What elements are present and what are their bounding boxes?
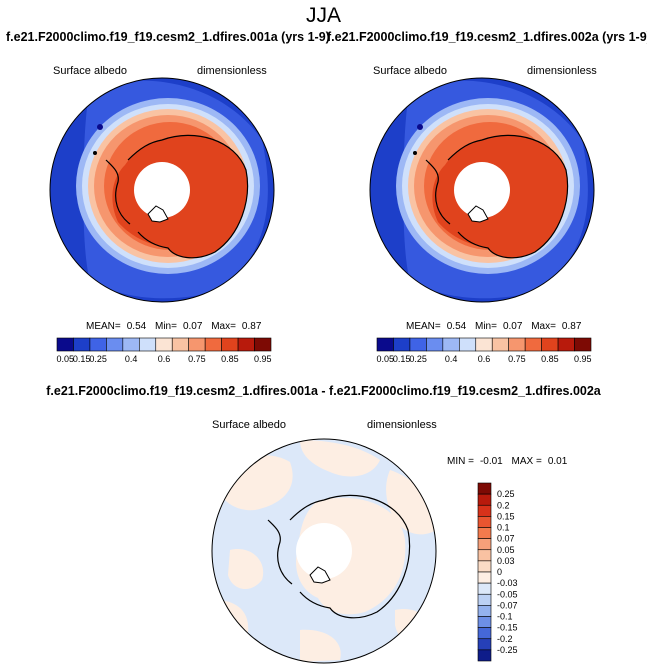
left-min-value: 0.07: [182, 321, 203, 332]
difference-min-label: MIN =: [447, 456, 474, 467]
left-mean-value: 0.54: [126, 321, 147, 332]
right-variable-label: Surface albedo: [373, 65, 447, 77]
right-min-value: 0.07: [502, 321, 523, 332]
difference-colorbar-swatch: [477, 493, 492, 506]
right-max-label: Max=: [531, 321, 556, 332]
difference-colorbar-swatch: [477, 504, 492, 517]
difference-units-label: dimensionless: [367, 419, 437, 431]
left-mean-label: MEAN=: [86, 321, 121, 332]
left-panel-title: f.e21.F2000climo.f19_f19.cesm2_1.dfires.…: [6, 30, 330, 44]
difference-colorbar-tick-label: -0.2: [497, 634, 513, 644]
difference-colorbar-swatch: [477, 538, 492, 551]
right-colorbar-tick-label: 0.05: [376, 354, 394, 364]
left-max-label: Max=: [211, 321, 236, 332]
difference-variable-label: Surface albedo: [212, 419, 286, 431]
difference-colorbar-tick-label: -0.03: [497, 578, 518, 588]
left-colorbar-tick-label: 0.4: [125, 354, 138, 364]
right-panel-title: f.e21.F2000climo.f19_f19.cesm2_1.dfires.…: [327, 30, 647, 44]
difference-colorbar-tick-label: 0.03: [497, 556, 515, 566]
difference-colorbar-tick-label: -0.25: [497, 645, 518, 655]
right-max-value: 0.87: [561, 321, 582, 332]
right-colorbar-tick-label: 0.85: [541, 354, 559, 364]
left-colorbar: 0.050.150.25 0.4 0.6 0.75 0.85 0.95: [56, 337, 272, 364]
right-stats: MEAN= 0.54 Min= 0.07 Max= 0.87: [406, 321, 587, 332]
left-colorbar-tick-label: 0.75: [188, 354, 206, 364]
difference-colorbar-swatch: [477, 638, 492, 651]
difference-colorbar-tick-label: 0.1: [497, 523, 510, 533]
season-title: JJA: [305, 4, 341, 27]
left-colorbar-tick-label: 0.85: [221, 354, 239, 364]
right-colorbar-tick-label: 0.75: [508, 354, 526, 364]
right-colorbar-swatch: [574, 337, 592, 352]
left-max-value: 0.87: [241, 321, 262, 332]
difference-colorbar-tick-label: 0.2: [497, 500, 510, 510]
difference-colorbar-swatch: [477, 582, 492, 595]
right-mean-label: MEAN=: [406, 321, 441, 332]
difference-colorbar-swatch: [477, 616, 492, 628]
difference-colorbar-swatch: [477, 516, 492, 528]
difference-colorbar-tick-label: 0.05: [497, 545, 515, 555]
difference-colorbar-tick-label: 0.07: [497, 534, 515, 544]
left-colorbar-swatch: [254, 337, 272, 352]
difference-colorbar-tick-label: -0.07: [497, 600, 518, 610]
difference-colorbar-tick-label: 0.25: [497, 489, 515, 499]
difference-colorbar-swatch: [477, 527, 492, 539]
difference-title: f.e21.F2000climo.f19_f19.cesm2_1.dfires.…: [46, 384, 601, 398]
difference-max-label: MAX =: [511, 456, 542, 467]
left-colorbar-tick-label: 0.05: [56, 354, 74, 364]
difference-colorbar-swatch: [477, 560, 492, 573]
left-min-label: Min=: [154, 321, 177, 332]
left-colorbar-tick-label: 0.15: [73, 354, 91, 364]
difference-stats: MIN = -0.01 MAX = 0.01: [447, 456, 573, 467]
difference-colorbar-swatch: [477, 571, 492, 584]
difference-colorbar-swatch: [477, 627, 492, 640]
right-min-label: Min=: [474, 321, 497, 332]
difference-colorbar-swatch: [477, 649, 492, 662]
right-units-label: dimensionless: [527, 65, 597, 77]
right-colorbar-tick-label: 0.15: [393, 354, 411, 364]
difference-max-value: 0.01: [547, 456, 568, 467]
right-colorbar-tick-label: 0.4: [445, 354, 458, 364]
left-variable-label: Surface albedo: [53, 65, 127, 77]
difference-colorbar-tick-label: 0: [497, 567, 502, 577]
left-units-label: dimensionless: [197, 65, 267, 77]
difference-colorbar-swatch: [477, 605, 492, 617]
difference-colorbar-tick-label: -0.05: [497, 589, 518, 599]
left-colorbar-tick-label: 0.25: [89, 354, 107, 364]
left-colorbar-tick-label: 0.6: [158, 354, 171, 364]
right-colorbar-tick-label: 0.25: [409, 354, 427, 364]
right-colorbar: 0.050.150.25 0.4 0.6 0.75 0.85 0.95: [376, 337, 592, 364]
difference-min-value: -0.01: [479, 456, 503, 467]
left-colorbar-tick-label: 0.95: [254, 354, 272, 364]
right-mean-value: 0.54: [446, 321, 467, 332]
difference-colorbar-tick-label: -0.15: [497, 623, 518, 633]
difference-colorbar-swatch: [477, 482, 492, 495]
right-colorbar-tick-label: 0.95: [574, 354, 592, 364]
difference-colorbar-swatch: [477, 593, 492, 606]
right-colorbar-tick-label: 0.6: [478, 354, 491, 364]
left-stats: MEAN= 0.54 Min= 0.07 Max= 0.87: [86, 321, 267, 332]
difference-colorbar-tick-label: 0.15: [497, 511, 515, 521]
difference-colorbar: 0.250.20.150.10.070.050.030-0.03-0.05-0.…: [477, 482, 518, 662]
difference-colorbar-tick-label: -0.1: [497, 612, 513, 622]
difference-colorbar-swatch: [477, 549, 492, 562]
